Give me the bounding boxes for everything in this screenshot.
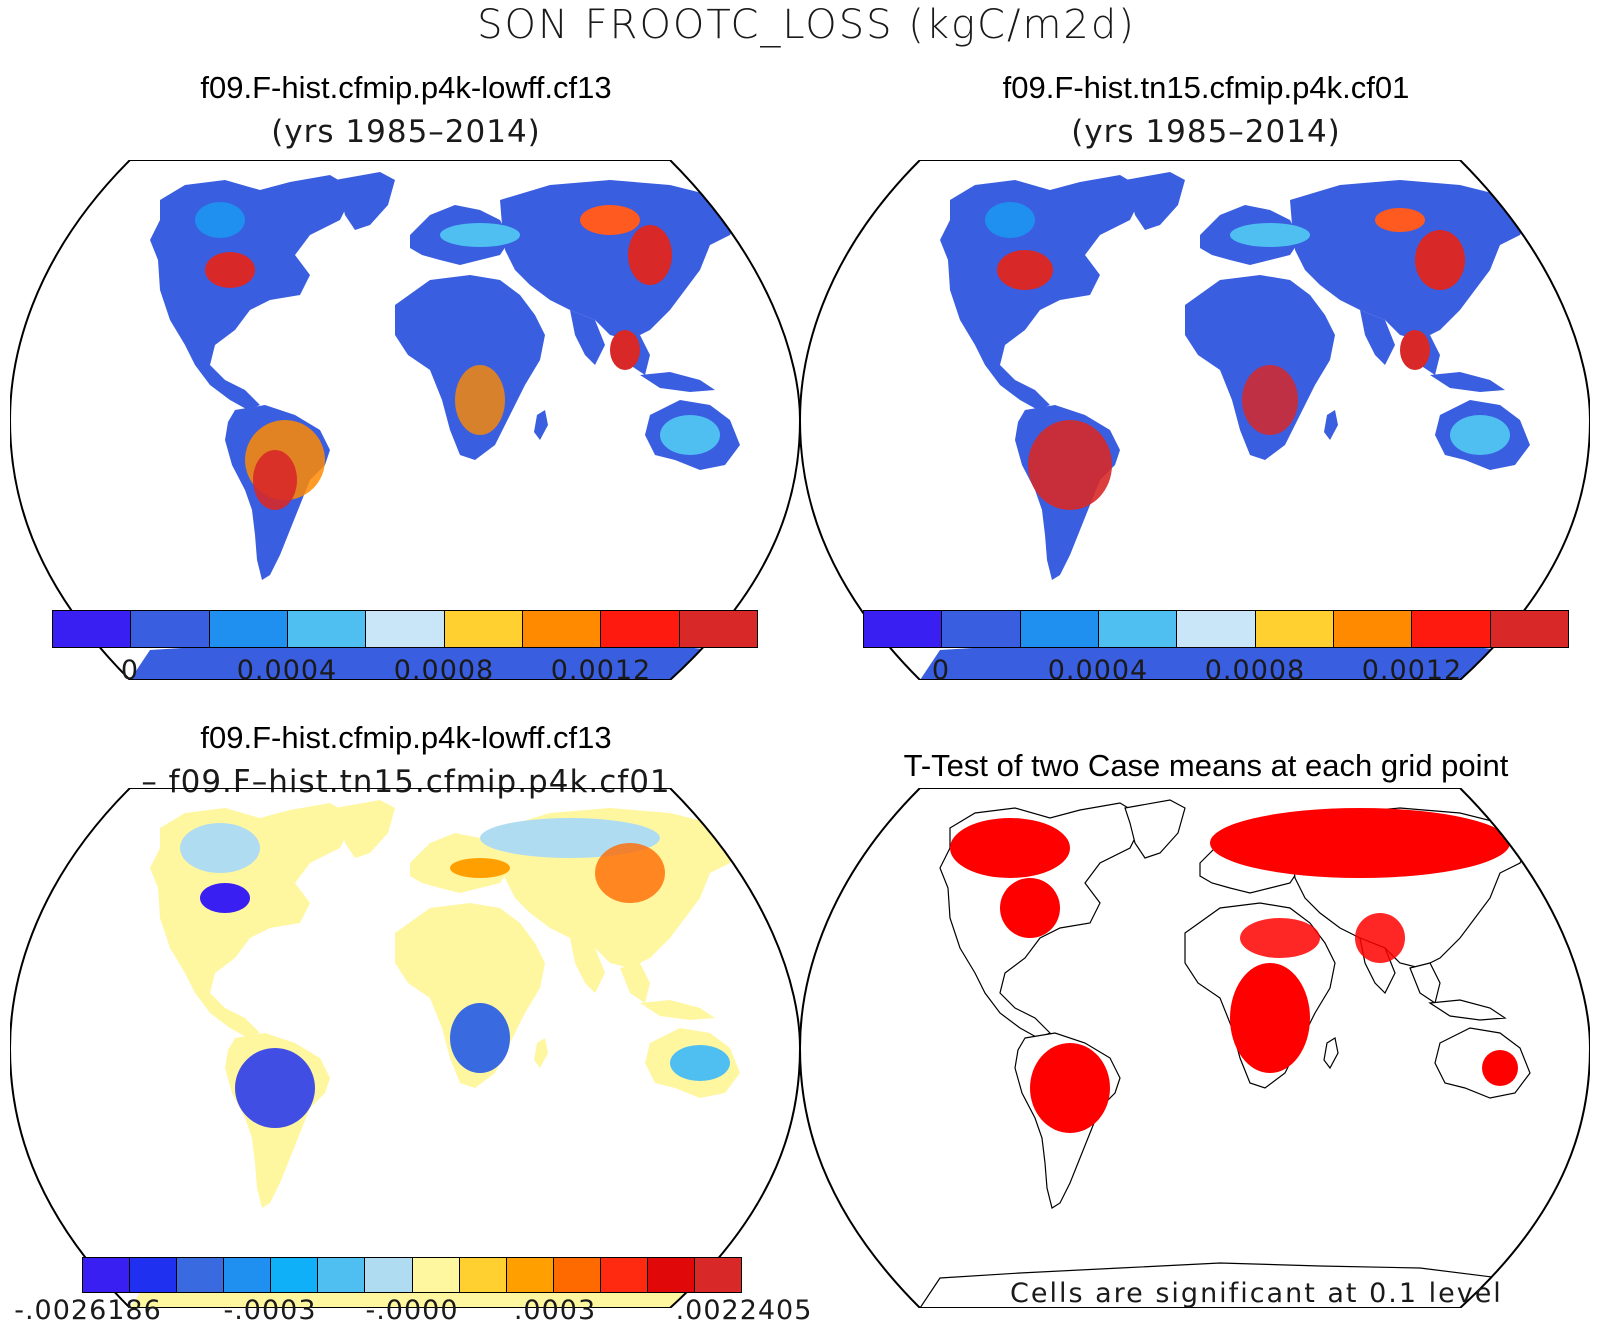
case1-map [10,160,800,680]
ttest-footnote: Cells are significant at 0.1 level [1010,1278,1503,1309]
case1-colorbar-cell-6 [522,611,602,647]
case1-colorbar-cell-2 [209,611,288,647]
case2-colorbar-cell-5 [1255,611,1334,647]
case2-map [800,160,1590,680]
diff-map [10,788,800,1308]
case2-tick-0: 0 [931,655,951,686]
case1-colorbar-cell-7 [601,611,680,647]
case1-title: f09.F-hist.cfmip.p4k-lowff.cf13 [200,70,612,105]
case2-tick-2: 0.0008 [1204,655,1306,686]
diff-colorbar [82,1257,742,1293]
case2-colorbar-cell-0 [864,611,943,647]
diff-colorbar-cell-12 [647,1258,696,1292]
diff-colorbar-cell-5 [318,1258,366,1292]
case1-colorbar-cell-8 [679,611,757,647]
diff-colorbar-cell-4 [271,1258,319,1292]
case2-colorbar-cell-1 [942,611,1021,647]
diff-colorbar-cell-13 [695,1258,742,1292]
case1-colorbar [52,610,758,648]
diff-colorbar-cell-10 [553,1258,601,1292]
diff-tick-2: -.0000 [365,1295,459,1326]
diff-colorbar-cell-9 [506,1258,554,1292]
diff-colorbar-cell-3 [224,1258,272,1292]
ttest-title: T-Test of two Case means at each grid po… [903,748,1509,783]
case2-tick-3: 0.0012 [1361,655,1463,686]
case2-colorbar-cell-6 [1333,611,1413,647]
diff-colorbar-cell-7 [412,1258,460,1292]
main-title: SON FROOTC_LOSS (kgC/m2d) [477,2,1136,48]
diff-tick-1: -.0003 [223,1295,317,1326]
ttest-map [800,788,1590,1308]
case1-tick-3: 0.0012 [550,655,652,686]
diff-colorbar-cell-0 [83,1258,131,1292]
case2-colorbar-cell-2 [1020,611,1099,647]
case1-tick-1: 0.0004 [236,655,338,686]
diff-tick-0: -.0026186 [14,1295,162,1326]
case2-colorbar [863,610,1569,648]
diff-colorbar-cell-1 [130,1258,178,1292]
case1-colorbar-cell-1 [131,611,210,647]
diff-title: f09.F-hist.cfmip.p4k-lowff.cf13 [200,720,612,755]
case2-colorbar-cell-7 [1412,611,1491,647]
diff-colorbar-cell-6 [365,1258,413,1292]
case1-colorbar-cell-4 [366,611,445,647]
case1-subtitle: (yrs 1985–2014) [271,114,541,150]
case1-colorbar-cell-5 [444,611,523,647]
diff-colorbar-cell-2 [177,1258,225,1292]
diff-tick-4: .0022405 [675,1295,813,1326]
case1-tick-0: 0 [120,655,140,686]
case1-colorbar-cell-0 [53,611,132,647]
case2-title: f09.F-hist.tn15.cfmip.p4k.cf01 [1002,70,1410,105]
diff-tick-3: .0003 [513,1295,597,1326]
diff-colorbar-cell-11 [600,1258,648,1292]
case2-subtitle: (yrs 1985–2014) [1071,114,1341,150]
diff-subtitle: – f09.F–hist.tn15.cfmip.p4k.cf01 [141,764,671,800]
case2-colorbar-cell-4 [1177,611,1256,647]
case1-tick-2: 0.0008 [393,655,495,686]
case2-colorbar-cell-3 [1098,611,1178,647]
case2-tick-1: 0.0004 [1047,655,1149,686]
diff-colorbar-cell-8 [459,1258,507,1292]
case1-colorbar-cell-3 [287,611,367,647]
case2-colorbar-cell-8 [1490,611,1568,647]
